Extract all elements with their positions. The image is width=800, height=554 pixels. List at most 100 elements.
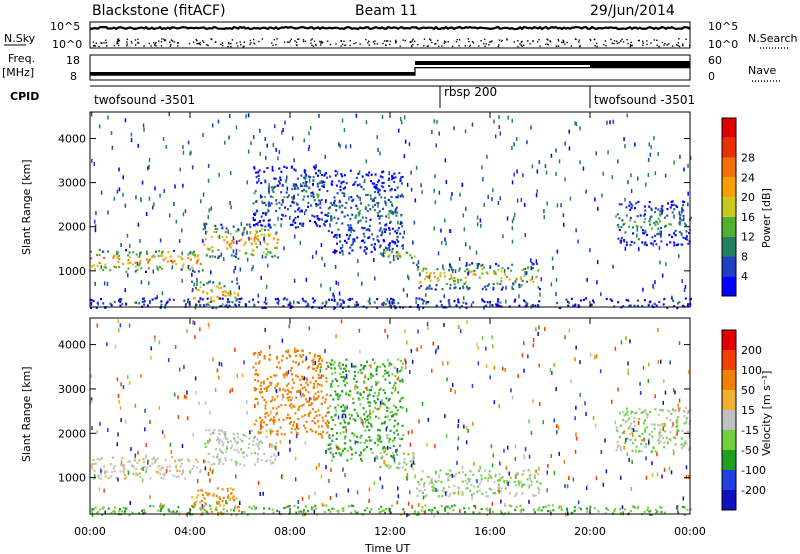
scatter-cell	[501, 267, 504, 270]
noise-cell	[664, 422, 666, 427]
nsearch-dot	[320, 40, 323, 43]
scatter-cell	[121, 464, 124, 467]
scatter-cell	[195, 500, 198, 503]
noise-cell	[499, 461, 501, 466]
scatter-cell	[136, 461, 139, 464]
scatter-cell	[223, 433, 226, 436]
scatter-cell	[320, 425, 323, 428]
noise-cell	[444, 237, 446, 242]
scatter-cell	[277, 256, 280, 259]
scatter-cell	[157, 465, 160, 468]
scatter-cell	[234, 440, 237, 443]
scatter-cell	[261, 419, 264, 422]
scatter-cell	[461, 480, 464, 483]
scatter-cell	[158, 465, 161, 468]
noise-cell	[289, 447, 291, 452]
scatter-cell	[364, 206, 367, 209]
noise-cell	[513, 142, 515, 147]
scatter-cell	[282, 298, 285, 301]
noise-cell	[657, 151, 659, 156]
noise-cell	[617, 387, 619, 392]
scatter-cell	[445, 494, 448, 497]
scatter-cell	[349, 224, 352, 227]
nsearch-dot	[410, 45, 413, 47]
scatter-cell	[199, 262, 202, 266]
scatter-cell	[389, 220, 392, 223]
scatter-cell	[495, 263, 497, 266]
scatter-cell	[257, 442, 260, 446]
scatter-cell	[655, 220, 658, 223]
scatter-cell	[243, 227, 246, 230]
scatter-cell	[314, 507, 317, 510]
scatter-cell	[374, 380, 377, 383]
date-label: 29/Jun/2014	[590, 3, 675, 19]
noise-cell	[259, 151, 261, 156]
scatter-cell	[662, 437, 664, 440]
scatter-cell	[203, 508, 206, 511]
scatter-cell	[619, 508, 621, 511]
scatter-cell	[478, 483, 481, 486]
scatter-cell	[500, 487, 503, 490]
scatter-cell	[355, 176, 358, 179]
noise-cell	[129, 243, 131, 248]
scatter-cell	[444, 275, 446, 278]
noise-cell	[632, 428, 635, 432]
scatter-cell	[401, 225, 404, 228]
scatter-cell	[467, 477, 470, 481]
scatter-cell	[462, 285, 464, 288]
scatter-cell	[177, 255, 180, 258]
nsearch-dot	[557, 38, 559, 41]
scatter-cell	[616, 430, 619, 433]
noise-cell	[435, 143, 437, 148]
scatter-cell	[658, 436, 661, 439]
scatter-cell	[311, 191, 314, 194]
scatter-cell	[530, 481, 533, 484]
scatter-cell	[153, 255, 156, 258]
scatter-cell	[382, 446, 385, 449]
noise-cell	[457, 436, 460, 441]
scatter-cell	[385, 465, 388, 468]
scatter-cell	[353, 183, 356, 186]
noise-cell	[629, 339, 631, 344]
scatter-cell	[272, 416, 275, 419]
nsearch-dot	[629, 45, 632, 48]
scatter-cell	[347, 298, 350, 301]
scatter-cell	[365, 439, 368, 442]
scatter-cell	[341, 306, 344, 309]
scatter-cell	[349, 439, 352, 442]
scatter-cell	[532, 280, 535, 283]
noise-cell	[397, 220, 399, 225]
scatter-cell	[461, 471, 464, 474]
noise-cell	[602, 171, 604, 176]
scatter-cell	[218, 496, 221, 499]
scatter-cell	[465, 306, 468, 310]
noise-cell	[421, 401, 424, 406]
scatter-cell	[509, 476, 512, 479]
scatter-cell	[485, 288, 488, 291]
scatter-cell	[635, 224, 638, 227]
scatter-cell	[333, 199, 336, 202]
scatter-cell	[225, 445, 228, 448]
noise-cell	[647, 379, 650, 383]
scatter-cell	[685, 442, 688, 445]
nsearch-dot	[467, 38, 469, 40]
scatter-cell	[328, 436, 331, 440]
scatter-cell	[222, 293, 225, 296]
scatter-cell	[465, 302, 468, 305]
scatter-cell	[643, 419, 646, 422]
scatter-cell	[157, 254, 160, 258]
scatter-cell	[472, 492, 475, 495]
scatter-cell	[119, 470, 122, 473]
noise-cell	[147, 166, 149, 171]
scatter-cell	[365, 410, 368, 413]
scatter-cell	[255, 387, 258, 391]
nsearch-dot	[103, 42, 105, 44]
scatter-cell	[323, 223, 325, 226]
scatter-cell	[389, 189, 392, 192]
scatter-cell	[394, 230, 397, 233]
noise-cell	[264, 297, 267, 302]
noise-cell	[90, 112, 93, 117]
scatter-cell	[611, 299, 613, 302]
scatter-cell	[402, 434, 405, 437]
scatter-cell	[327, 421, 330, 424]
